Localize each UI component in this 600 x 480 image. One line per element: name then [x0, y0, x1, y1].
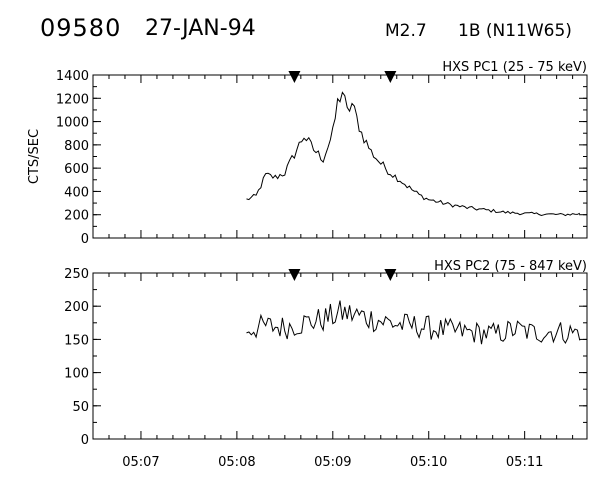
y-tick-label: 100 — [64, 367, 89, 382]
time-marker — [384, 269, 397, 281]
x-tick-label: 05:07 — [122, 455, 159, 470]
data-series-line — [246, 300, 581, 345]
burst-number: 09580 — [40, 14, 122, 42]
y-tick-label: 150 — [64, 333, 89, 348]
plot-frame — [92, 74, 588, 239]
event-date: 27-JAN-94 — [145, 16, 256, 41]
flare-importance: 1B (N11W65) — [458, 21, 572, 41]
y-tick-label: 1000 — [56, 116, 89, 131]
y-tick-label: 1200 — [56, 92, 89, 107]
flare-class: M2.7 — [385, 21, 427, 41]
panel-title: HXS PC2 (75 - 847 keV) — [434, 259, 587, 274]
x-tick-label: 05:10 — [410, 455, 447, 470]
y-tick-label: 50 — [72, 400, 89, 415]
y-tick-label: 1400 — [56, 69, 89, 84]
time-marker — [384, 71, 397, 83]
y-tick-label: 800 — [64, 139, 89, 154]
x-tick-label: 05:11 — [506, 455, 543, 470]
y-axis-label: CTS/SEC — [27, 129, 42, 184]
plot-frame — [92, 272, 588, 440]
x-tick-label: 05:09 — [314, 455, 351, 470]
x-tick-label: 05:08 — [218, 455, 255, 470]
y-tick-label: 0 — [81, 232, 89, 247]
y-tick-label: 0 — [81, 433, 89, 448]
y-tick-label: 600 — [64, 162, 89, 177]
data-series-line — [246, 91, 581, 217]
panel-title: HXS PC1 (25 - 75 keV) — [442, 60, 587, 75]
y-tick-label: 200 — [64, 300, 89, 315]
y-tick-label: 400 — [64, 185, 89, 200]
y-tick-label: 250 — [64, 267, 89, 282]
y-tick-label: 200 — [64, 209, 89, 224]
time-marker — [288, 269, 301, 281]
time-marker — [288, 71, 301, 83]
